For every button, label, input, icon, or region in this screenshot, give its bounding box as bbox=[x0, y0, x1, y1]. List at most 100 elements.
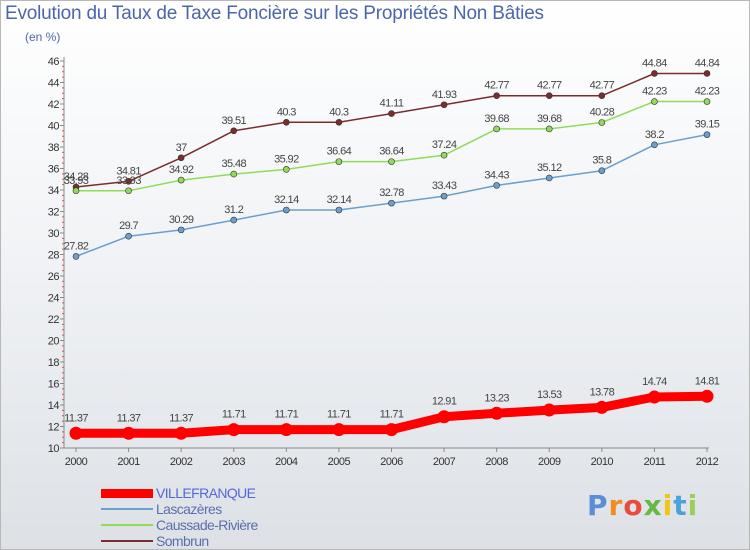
data-point bbox=[283, 206, 290, 214]
y-tick-label: 22 bbox=[48, 314, 60, 326]
data-label: 33.93 bbox=[116, 175, 141, 187]
axes: 10 12 14 16 18 20 22 24 26 28 30 32 34 36 38 40 42 44 46 20… bbox=[48, 56, 719, 468]
y-tick-label: 24 bbox=[48, 293, 60, 305]
y-tick-label: 30 bbox=[48, 228, 60, 240]
data-point bbox=[545, 125, 553, 133]
legend-item: VILLEFRANQUE bbox=[101, 485, 361, 501]
x-tick-label: 2001 bbox=[117, 456, 140, 468]
legend-swatch bbox=[101, 508, 153, 510]
logo-letter: P bbox=[587, 489, 609, 522]
data-point bbox=[388, 199, 395, 207]
data-label: 34.28 bbox=[64, 171, 89, 183]
y-tick-label: 14 bbox=[48, 400, 60, 412]
data-label: 40.28 bbox=[590, 106, 615, 118]
y-tick-label: 36 bbox=[48, 164, 60, 176]
data-label: 40.3 bbox=[329, 106, 348, 118]
data-label: 37 bbox=[176, 142, 188, 154]
x-tick-label: 2003 bbox=[223, 456, 246, 468]
data-label: 27.82 bbox=[64, 240, 89, 252]
data-point bbox=[493, 182, 500, 189]
data-point bbox=[230, 170, 238, 178]
data-label: 42.77 bbox=[537, 80, 562, 92]
data-point bbox=[493, 125, 500, 133]
data-point bbox=[69, 426, 83, 440]
data-point bbox=[332, 423, 346, 437]
data-point bbox=[177, 154, 185, 162]
x-tick-label: 2012 bbox=[696, 456, 719, 468]
y-tick-label: 32 bbox=[48, 207, 60, 219]
data-point bbox=[125, 177, 132, 185]
data-label: 42.77 bbox=[484, 80, 509, 92]
data-label: 30.29 bbox=[169, 214, 194, 226]
y-axis-unit-label: (en %) bbox=[25, 30, 61, 44]
data-point bbox=[283, 166, 290, 173]
y-tick-label: 28 bbox=[48, 250, 60, 262]
legend: VILLEFRANQUE Lascazères Caussade-Rivière So… bbox=[101, 485, 361, 549]
data-point bbox=[703, 131, 711, 138]
legend-swatch bbox=[101, 524, 153, 526]
data-label: 36.64 bbox=[379, 146, 404, 158]
data-point bbox=[440, 101, 448, 109]
data-point bbox=[545, 92, 553, 100]
data-labels-layer: 34.28 34.81 37 39.51 40.3 40.3 41.11 41.93 42.77… bbox=[64, 57, 721, 424]
data-label: 11.71 bbox=[327, 409, 351, 421]
x-tick-label: 2010 bbox=[591, 456, 614, 468]
data-label: 35.48 bbox=[221, 158, 246, 170]
data-point bbox=[598, 119, 606, 126]
data-label: 11.71 bbox=[274, 409, 298, 421]
data-point bbox=[598, 92, 606, 100]
data-point bbox=[72, 253, 80, 260]
data-label: 41.11 bbox=[380, 98, 404, 110]
data-label: 42.23 bbox=[642, 86, 667, 98]
data-point bbox=[703, 70, 711, 77]
logo-letter: t bbox=[673, 489, 688, 522]
legend-item: Caussade-Rivière bbox=[101, 517, 361, 533]
data-label: 39.15 bbox=[695, 119, 720, 131]
data-point bbox=[490, 406, 504, 420]
legend-label: Sombrun bbox=[156, 533, 209, 549]
data-label: 42.23 bbox=[695, 86, 720, 98]
data-label: 39.68 bbox=[537, 113, 562, 125]
data-label: 42.77 bbox=[590, 80, 615, 92]
x-tick-label: 2006 bbox=[380, 456, 403, 468]
legend-label: Caussade-Rivière bbox=[156, 517, 258, 533]
legend-label: Lascazères bbox=[156, 501, 222, 517]
data-label: 11.37 bbox=[117, 412, 141, 424]
proxiti-logo: Proxiti bbox=[587, 489, 698, 522]
data-point bbox=[177, 226, 185, 234]
logo-letter: x bbox=[643, 489, 663, 522]
data-label: 35.92 bbox=[274, 153, 299, 165]
data-label: 13.78 bbox=[590, 386, 615, 398]
y-tick-label: 16 bbox=[48, 379, 60, 391]
x-tick-label: 2011 bbox=[644, 456, 666, 468]
data-label: 14.81 bbox=[695, 375, 720, 387]
data-label: 11.37 bbox=[64, 412, 88, 424]
data-point bbox=[335, 118, 343, 126]
y-tick-label: 20 bbox=[48, 336, 60, 348]
data-label: 12.91 bbox=[432, 396, 457, 408]
data-point bbox=[174, 426, 188, 440]
data-label: 44.84 bbox=[695, 57, 720, 69]
y-tick-label: 38 bbox=[48, 142, 60, 154]
data-point bbox=[598, 167, 606, 174]
x-tick-label: 2002 bbox=[170, 456, 193, 468]
data-label: 11.37 bbox=[169, 412, 193, 424]
data-label: 34.43 bbox=[484, 169, 509, 181]
data-label: 13.53 bbox=[537, 389, 562, 401]
data-label: 32.78 bbox=[379, 187, 404, 199]
data-point bbox=[651, 70, 658, 77]
logo-letter: r bbox=[608, 489, 624, 522]
data-label: 39.68 bbox=[484, 113, 509, 125]
y-tick-label: 42 bbox=[48, 99, 60, 111]
data-label: 29.7 bbox=[119, 220, 138, 232]
data-point bbox=[230, 127, 238, 135]
y-tick-label: 18 bbox=[48, 357, 60, 369]
x-tick-label: 2008 bbox=[485, 456, 508, 468]
y-tick-label: 12 bbox=[48, 422, 60, 434]
y-tick-label: 34 bbox=[48, 185, 60, 197]
data-point bbox=[647, 390, 661, 404]
data-label: 40.3 bbox=[277, 106, 296, 118]
data-label: 11.71 bbox=[222, 409, 246, 421]
data-point bbox=[230, 216, 238, 224]
data-label: 33.43 bbox=[432, 180, 457, 192]
